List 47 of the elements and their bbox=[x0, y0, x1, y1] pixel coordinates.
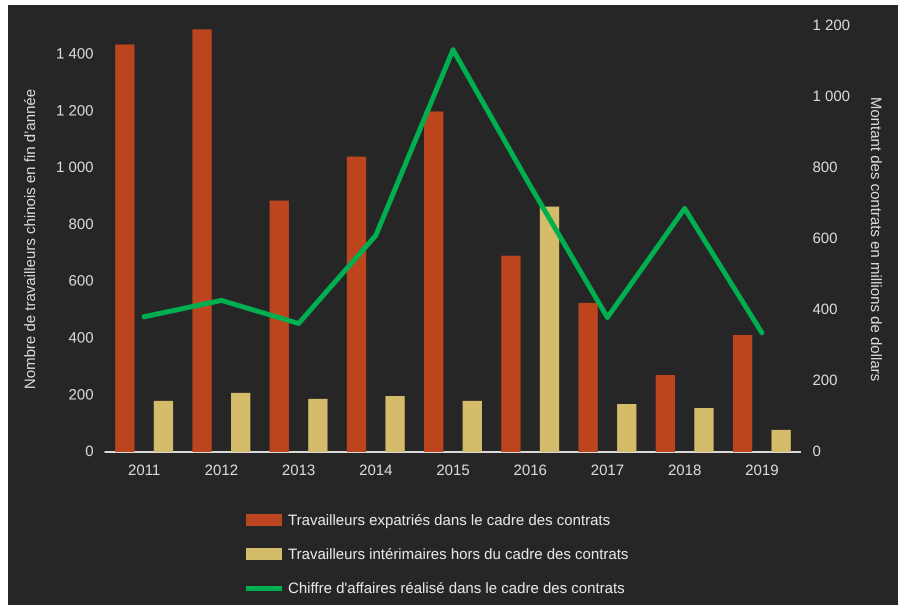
y-tick-label: 0 bbox=[85, 443, 94, 460]
x-tick-label: 2017 bbox=[590, 462, 624, 480]
y2-tick-label: 1 200 bbox=[812, 17, 850, 34]
x-tick-label: 2011 bbox=[128, 462, 160, 480]
bar bbox=[115, 44, 134, 452]
bar bbox=[270, 200, 289, 452]
y-tick-label: 1 200 bbox=[56, 102, 94, 120]
bar bbox=[578, 302, 598, 452]
legend-label: Chiffre d'affaires réalisé dans le cadre des contrats bbox=[288, 580, 625, 596]
bar bbox=[462, 400, 482, 452]
bar bbox=[308, 398, 328, 452]
bar bbox=[617, 404, 636, 452]
bar bbox=[385, 396, 405, 452]
y-tick-label: 800 bbox=[68, 216, 94, 233]
y2-tick-label: 600 bbox=[812, 230, 838, 248]
y-axis-title: Nombre de travailleurs chinois en fin d’année bbox=[22, 88, 40, 390]
y-tick-label: 1 000 bbox=[56, 159, 94, 176]
y2-tick-label: 200 bbox=[812, 372, 838, 390]
x-tick-label: 2016 bbox=[514, 462, 547, 480]
bar bbox=[772, 430, 791, 452]
x-tick-label: 2019 bbox=[745, 462, 779, 480]
x-tick-label: 2013 bbox=[282, 462, 316, 480]
bar bbox=[192, 29, 212, 452]
bar bbox=[501, 256, 521, 452]
bar bbox=[346, 156, 366, 452]
x-tick-label: 2012 bbox=[204, 462, 238, 480]
y-tick-label: 400 bbox=[68, 330, 94, 347]
bar bbox=[424, 111, 444, 452]
y2-tick-label: 800 bbox=[812, 159, 838, 176]
bar bbox=[656, 375, 675, 452]
y-tick-label: 600 bbox=[68, 272, 94, 290]
legend-label: Travailleurs expatriés dans le cadre des contrats bbox=[288, 512, 610, 528]
y-tick-label: 200 bbox=[68, 386, 94, 404]
y2-axis-title: Montant des contrats en millions de dollars bbox=[866, 96, 884, 382]
y2-tick-label: 1 000 bbox=[812, 88, 850, 106]
x-tick-label: 2018 bbox=[668, 462, 702, 480]
bar bbox=[732, 334, 752, 452]
legend-label: Travailleurs intérimaires hors du cadre des contrats bbox=[288, 546, 628, 562]
x-tick-label: 2014 bbox=[359, 462, 392, 480]
bar bbox=[231, 392, 250, 452]
bar bbox=[540, 206, 560, 452]
y-tick-label: 1 400 bbox=[56, 46, 94, 63]
bar bbox=[694, 408, 714, 452]
y2-tick-label: 0 bbox=[812, 443, 821, 460]
y2-tick-label: 400 bbox=[812, 301, 838, 318]
x-tick-label: 2015 bbox=[436, 462, 470, 480]
bar bbox=[154, 400, 174, 452]
